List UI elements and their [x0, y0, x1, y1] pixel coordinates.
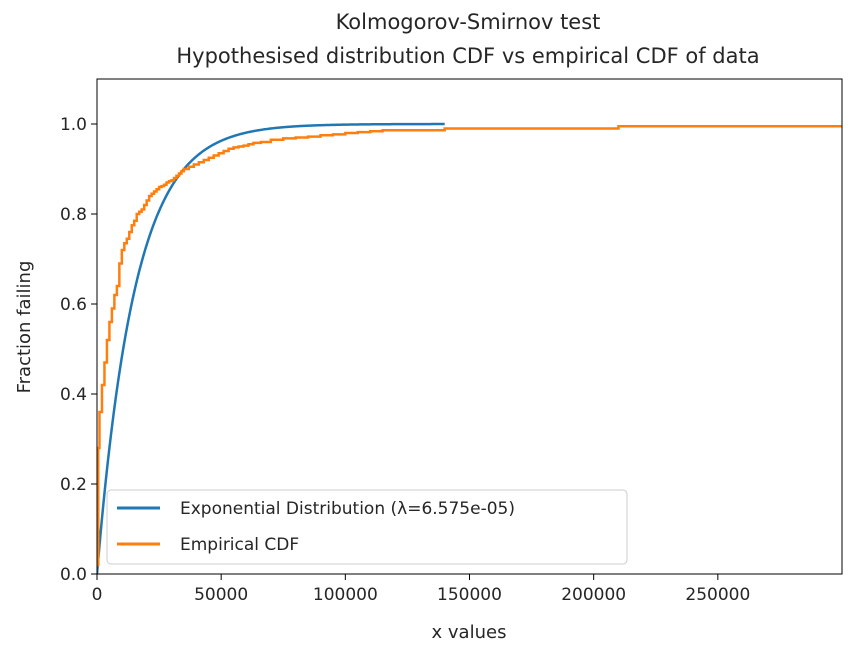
x-tick-label: 50000: [194, 585, 248, 605]
series-empirical-cdf-line: [97, 125, 842, 567]
legend-label-empirical: Empirical CDF: [180, 535, 299, 555]
chart-title-line-2: Hypothesised distribution CDF vs empiric…: [176, 44, 759, 68]
y-axis-label: Fraction failing: [14, 261, 35, 394]
chart-title-line-1: Kolmogorov-Smirnov test: [336, 10, 601, 34]
x-tick-label: 250000: [685, 585, 750, 605]
series-exponential-line: [97, 122, 445, 574]
legend-label-exponential: Exponential Distribution (λ=6.575e-05): [180, 499, 515, 519]
y-tick-label: 0.8: [60, 205, 87, 225]
x-axis-label: x values: [432, 622, 507, 643]
plot-frame: [96, 78, 843, 575]
y-tick-label: 0.0: [60, 565, 87, 585]
y-tick-label: 0.2: [60, 475, 87, 495]
y-tick-label: 1.0: [60, 115, 87, 135]
x-tick-label: 150000: [437, 585, 502, 605]
x-tick-label: 100000: [313, 585, 378, 605]
x-tick-label: 200000: [561, 585, 626, 605]
y-tick-label: 0.6: [60, 295, 87, 315]
x-tick-label: 0: [92, 585, 103, 605]
y-tick-label: 0.4: [60, 385, 87, 405]
legend-box: [106, 489, 628, 565]
legend: Exponential Distribution (λ=6.575e-05) E…: [106, 489, 628, 565]
